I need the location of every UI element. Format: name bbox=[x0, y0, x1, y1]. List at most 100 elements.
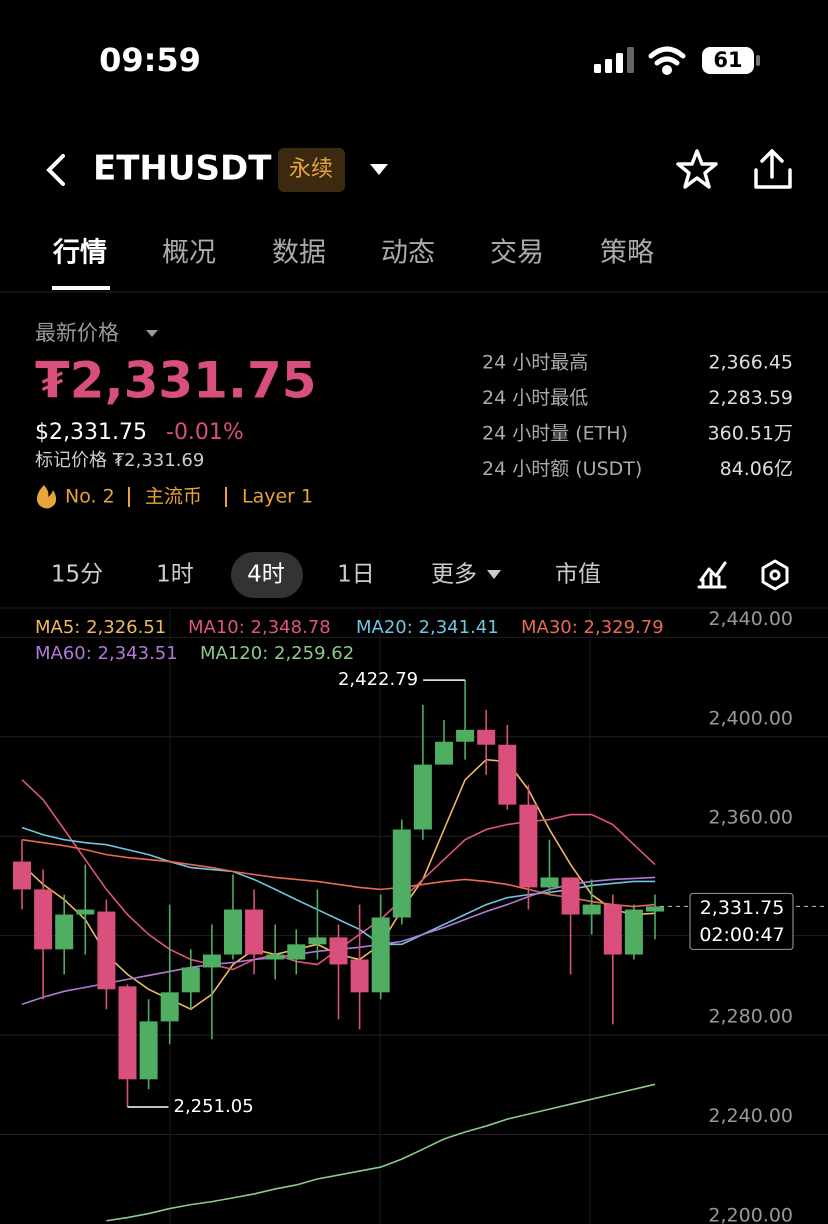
interval[interactable]: 市值 bbox=[555, 562, 601, 588]
last-price: ₮2,331.75 bbox=[35, 352, 317, 410]
badge-bg bbox=[278, 148, 345, 192]
price-change: -0.01% bbox=[166, 420, 244, 445]
annotation-label: 2,422.79 bbox=[338, 669, 418, 690]
battery-level: 61 bbox=[713, 48, 742, 72]
candle-body bbox=[624, 909, 643, 955]
candle-body bbox=[76, 909, 95, 915]
wifi-icon bbox=[648, 46, 686, 75]
ma-legend: MA120: 2,259.62 bbox=[200, 643, 354, 664]
tag[interactable]: 主流币 bbox=[145, 486, 202, 508]
candle-body bbox=[350, 959, 369, 993]
y-tick-label: 2,240.00 bbox=[708, 1105, 793, 1127]
candle-body bbox=[118, 986, 137, 1080]
favorite-button[interactable] bbox=[676, 149, 718, 189]
candle-body bbox=[329, 937, 348, 965]
back-button[interactable] bbox=[46, 154, 65, 186]
candle-body bbox=[245, 909, 264, 955]
candle-body bbox=[603, 904, 622, 955]
price-tag-time: 02:00:47 bbox=[699, 924, 784, 946]
ma-line bbox=[21, 838, 656, 908]
plot: 2,200.002,240.002,280.002,320.002,360.00… bbox=[0, 608, 828, 1224]
y-tick-label: 2,200.00 bbox=[708, 1204, 793, 1224]
stat-value: 2,366.45 bbox=[708, 352, 793, 374]
y-tick-label: 2,360.00 bbox=[708, 807, 793, 829]
tab[interactable]: 交易 bbox=[490, 238, 544, 269]
candle-body bbox=[13, 861, 31, 890]
stat-label: 24 小时额 (USDT) bbox=[482, 458, 642, 480]
candle-body bbox=[55, 914, 74, 950]
candle-body bbox=[34, 889, 53, 950]
badge: 永续 bbox=[289, 157, 333, 182]
indicator-button[interactable] bbox=[697, 561, 727, 589]
stat-value: 84.06亿 bbox=[720, 458, 793, 480]
stat-value: 360.51万 bbox=[708, 423, 793, 445]
ma-legend: MA30: 2,329.79 bbox=[521, 617, 664, 638]
symbol-dropdown[interactable] bbox=[370, 164, 388, 175]
candle-body bbox=[224, 909, 242, 955]
candle-body bbox=[519, 804, 538, 888]
price-tag-box bbox=[689, 892, 794, 951]
mark-price: 标记价格 ₮2,331.69 bbox=[35, 450, 204, 471]
annotation-label: 2,251.05 bbox=[174, 1096, 254, 1117]
stat-label: 24 小时量 (ETH) bbox=[482, 423, 628, 445]
candle-body bbox=[477, 729, 496, 745]
candle-body bbox=[371, 917, 390, 993]
candle-body bbox=[456, 729, 475, 742]
candle-body bbox=[202, 954, 221, 968]
candle-body bbox=[287, 944, 306, 960]
candlestick-chart: 2,200.002,240.002,280.002,320.002,360.00… bbox=[0, 608, 828, 1224]
battery-icon bbox=[702, 47, 754, 74]
ma-legend: MA60: 2,343.51 bbox=[35, 643, 178, 664]
candle-body bbox=[308, 937, 327, 945]
tab[interactable]: 概况 bbox=[162, 238, 216, 269]
tab[interactable]: 动态 bbox=[381, 238, 435, 269]
tag[interactable]: Layer 1 bbox=[242, 486, 313, 508]
interval[interactable]: 1时 bbox=[156, 562, 194, 588]
interval-selected-bg bbox=[231, 552, 303, 598]
stats: 24 小时最高 2,366.45 24 小时最低 2,283.59 24 小时量 (ET… bbox=[482, 352, 793, 481]
price-dropdown[interactable] bbox=[146, 330, 158, 337]
battery-tip bbox=[756, 55, 760, 66]
stat-value: 2,283.59 bbox=[708, 387, 793, 409]
candle-body bbox=[160, 992, 179, 1022]
intervals: 15分 1时 4时 1日 更多 市值 bbox=[51, 562, 601, 588]
ma-legend: MA20: 2,341.41 bbox=[356, 617, 499, 638]
candle-body bbox=[582, 904, 601, 915]
y-tick-label: 2,400.00 bbox=[708, 707, 793, 729]
candle-body bbox=[97, 911, 116, 990]
y-tick-label: 2,280.00 bbox=[708, 1006, 793, 1028]
interval[interactable]: 1日 bbox=[337, 562, 375, 588]
tabs: 行情 概况 数据 动态 交易 策略 bbox=[52, 237, 654, 269]
signal-icon bbox=[594, 47, 634, 73]
candle-body bbox=[181, 967, 200, 993]
candle-body bbox=[435, 741, 453, 765]
interval[interactable]: 4时 bbox=[247, 562, 285, 588]
share-button[interactable] bbox=[754, 149, 792, 189]
interval[interactable]: 更多 bbox=[431, 562, 477, 588]
settings-button[interactable] bbox=[761, 559, 789, 591]
interval[interactable]: 15分 bbox=[51, 562, 103, 588]
ma-legend: MA10: 2,348.78 bbox=[188, 617, 331, 638]
candle-body bbox=[413, 764, 432, 830]
price-label: 最新价格 bbox=[35, 321, 119, 345]
tab-underline bbox=[52, 286, 110, 290]
candle-body bbox=[139, 1021, 158, 1080]
more-dropdown[interactable] bbox=[487, 570, 501, 579]
candle-body bbox=[392, 829, 411, 918]
status-time: 09:59 bbox=[99, 41, 201, 79]
tab[interactable]: 数据 bbox=[272, 238, 326, 269]
candle-body bbox=[540, 877, 559, 888]
candle-body bbox=[266, 954, 285, 960]
candle-body bbox=[561, 877, 580, 915]
tab[interactable]: 行情 bbox=[52, 237, 107, 269]
usd-price: $2,331.75 bbox=[35, 420, 147, 445]
symbol: ETHUSDT bbox=[93, 149, 272, 189]
tab[interactable]: 策略 bbox=[600, 238, 654, 269]
tag: No. 2 bbox=[65, 486, 115, 508]
y-tick-label: 2,440.00 bbox=[708, 608, 793, 630]
stat-label: 24 小时最高 bbox=[482, 352, 588, 374]
candle-body bbox=[646, 906, 664, 912]
price-tag-value: 2,331.75 bbox=[700, 897, 785, 919]
